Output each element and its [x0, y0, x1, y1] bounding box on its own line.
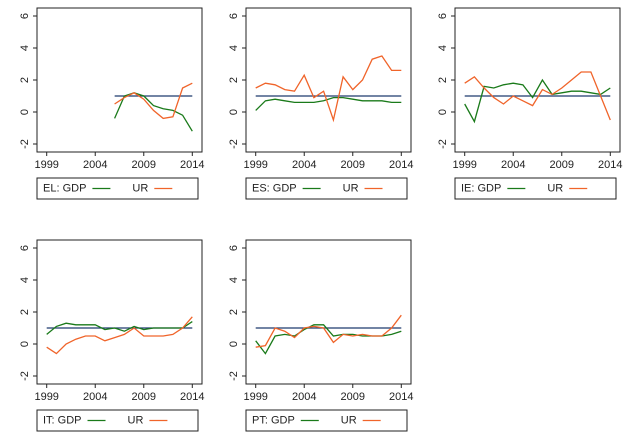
- y-tick-label: 2: [228, 309, 240, 315]
- series-line: [255, 314, 402, 348]
- x-tick-label: 1999: [243, 391, 267, 403]
- legend-label: EL: GDP: [43, 182, 86, 194]
- y-tick-label: 6: [19, 13, 31, 19]
- x-tick-label: 2009: [132, 159, 156, 171]
- legend-label: IE: GDP: [461, 182, 501, 194]
- panel: -2 0 2 4 6 1999 2004 2009 2014 ES: GDP UR: [228, 7, 414, 200]
- y-tick-label: 2: [228, 77, 240, 83]
- y-tick-label: 0: [228, 109, 240, 115]
- legend-label: IT: GDP: [43, 414, 82, 426]
- y-tick-label: 0: [437, 109, 449, 115]
- y-tick-label: -2: [19, 371, 31, 381]
- plot-frame: [454, 7, 621, 153]
- y-tick-label: 4: [228, 45, 240, 51]
- legend-label: PT: GDP: [252, 414, 295, 426]
- x-tick-label: 2014: [598, 159, 622, 171]
- x-tick-label: 2009: [132, 391, 156, 403]
- panel: -2 0 2 4 6 1999 2004 2009 2014 PT: GDP UR: [228, 239, 414, 432]
- legend-box: [454, 177, 617, 200]
- plot-frame: [36, 239, 203, 385]
- y-tick-label: 4: [228, 277, 240, 283]
- y-tick-label: 4: [19, 277, 31, 283]
- legend-label: UR: [132, 182, 148, 194]
- y-tick-label: 4: [437, 45, 449, 51]
- series-line: [114, 92, 193, 132]
- panel: -2 0 2 4 6 1999 2004 2009 2014 IE: GDP UR: [437, 7, 623, 200]
- y-tick-label: 2: [19, 309, 31, 315]
- y-tick-label: 6: [19, 245, 31, 251]
- legend-box: [36, 409, 199, 432]
- legend-label: UR: [341, 414, 357, 426]
- legend-label: UR: [343, 182, 359, 194]
- y-tick-label: -2: [228, 371, 240, 381]
- y-tick-label: -2: [228, 139, 240, 149]
- y-tick-label: 6: [228, 13, 240, 19]
- x-tick-label: 1999: [34, 391, 58, 403]
- plot-frame: [245, 239, 412, 385]
- x-tick-label: 2004: [83, 159, 107, 171]
- x-tick-label: 2009: [550, 159, 574, 171]
- plot-frame: [245, 7, 412, 153]
- legend-box: [245, 177, 408, 200]
- y-tick-label: -2: [19, 139, 31, 149]
- series-line: [255, 55, 402, 123]
- panel: -2 0 2 4 6 1999 2004 2009 2014 IT: GDP UR: [19, 239, 205, 432]
- panel: -2 0 2 4 6 1999 2004 2009 2014 EL: GDP UR: [19, 7, 205, 200]
- y-tick-label: 0: [19, 341, 31, 347]
- x-tick-label: 2004: [292, 159, 316, 171]
- x-tick-label: 2009: [341, 391, 365, 403]
- series-line: [114, 82, 193, 120]
- x-tick-label: 2014: [180, 391, 204, 403]
- series-line: [46, 321, 193, 335]
- y-tick-label: 4: [19, 45, 31, 51]
- y-tick-label: -2: [437, 139, 449, 149]
- x-tick-label: 2004: [83, 391, 107, 403]
- legend-label: UR: [128, 414, 144, 426]
- legend-box: [36, 177, 199, 200]
- series-line: [464, 78, 611, 124]
- y-tick-label: 2: [19, 77, 31, 83]
- x-tick-label: 2004: [501, 159, 525, 171]
- y-tick-label: 0: [228, 341, 240, 347]
- x-tick-label: 2014: [389, 159, 413, 171]
- x-tick-label: 2004: [292, 391, 316, 403]
- series-line: [464, 71, 611, 121]
- x-tick-label: 1999: [34, 159, 58, 171]
- x-tick-label: 1999: [452, 159, 476, 171]
- y-tick-label: 6: [228, 245, 240, 251]
- x-tick-label: 2009: [341, 159, 365, 171]
- legend-box: [245, 409, 408, 432]
- x-tick-label: 2014: [389, 391, 413, 403]
- x-tick-label: 2014: [180, 159, 204, 171]
- y-tick-label: 2: [437, 77, 449, 83]
- plot-frame: [36, 7, 203, 153]
- series-line: [255, 96, 402, 111]
- legend-label: ES: GDP: [252, 182, 297, 194]
- y-tick-label: 0: [19, 109, 31, 115]
- legend-label: UR: [547, 182, 563, 194]
- series-line: [46, 316, 193, 355]
- y-tick-label: 6: [437, 13, 449, 19]
- x-tick-label: 1999: [243, 159, 267, 171]
